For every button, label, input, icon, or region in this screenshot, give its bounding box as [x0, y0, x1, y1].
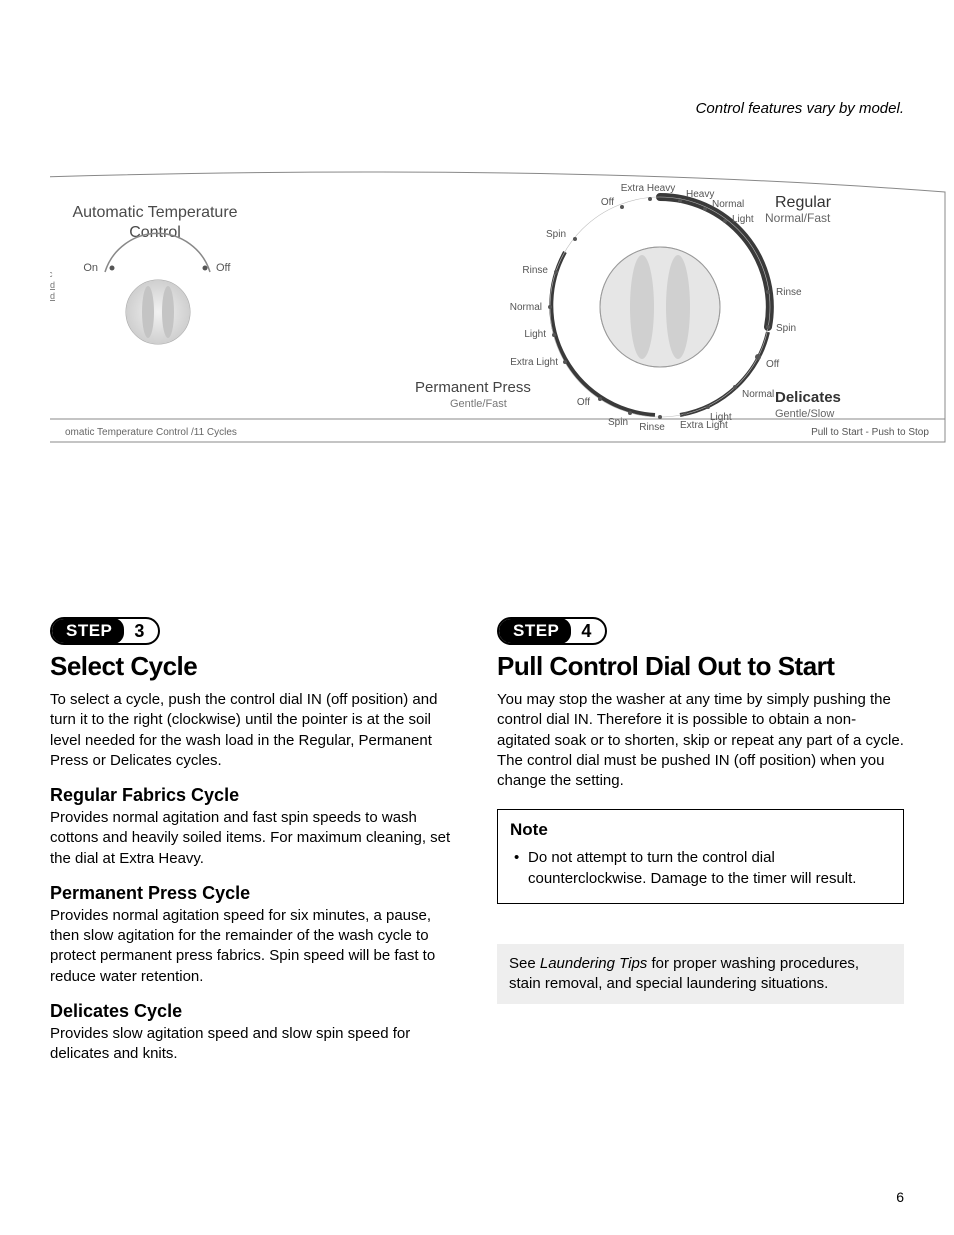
step3-badge: STEP 3 — [50, 617, 160, 645]
svg-text:Spin: Spin — [546, 229, 566, 240]
page-number: 6 — [896, 1189, 904, 1205]
step3-label: STEP — [52, 618, 124, 644]
pull-dial-title: Pull Control Dial Out to Start — [497, 651, 904, 682]
step3-number: 3 — [124, 621, 158, 642]
atc-title2: Control — [129, 224, 181, 241]
atc-footer: omatic Temperature Control /11 Cycles — [65, 427, 237, 438]
step4-column: STEP 4 Pull Control Dial Out to Start Yo… — [497, 617, 904, 1078]
step3-column: STEP 3 Select Cycle To select a cycle, p… — [50, 617, 457, 1078]
delicates-body: Provides slow agitation speed and slow s… — [50, 1024, 457, 1065]
note-heading: Note — [510, 820, 891, 840]
atc-title1: Automatic Temperature — [72, 204, 237, 221]
svg-text:Rinse: Rinse — [776, 287, 802, 298]
perm-sub: Gentle/Fast — [450, 398, 507, 410]
pull-push: Pull to Start - Push to Stop — [811, 427, 929, 438]
step4-badge: STEP 4 — [497, 617, 607, 645]
svg-text:Extra Heavy: Extra Heavy — [621, 183, 675, 194]
ref-em: Laundering Tips — [540, 955, 647, 972]
delicates-heading: Delicates Cycle — [50, 1001, 457, 1022]
delicates-title: Delicates — [775, 389, 841, 406]
regular-title: Regular — [775, 194, 832, 211]
svg-text:Off: Off — [577, 397, 590, 408]
top-note: Control features vary by model. — [50, 100, 904, 117]
atc-off: Off — [216, 262, 231, 274]
regular-sub: Normal/Fast — [765, 211, 831, 225]
svg-text:Spin: Spin — [608, 417, 628, 428]
permanent-press-heading: Permanent Press Cycle — [50, 883, 457, 904]
note-bullet: Do not attempt to turn the control dial … — [514, 848, 891, 889]
panel-svg: Automatic Temperature Control On Off c i… — [50, 157, 950, 477]
step4-number: 4 — [571, 621, 605, 642]
pull-dial-intro: You may stop the washer at any time by s… — [497, 690, 904, 791]
svg-text:Extra Light: Extra Light — [510, 357, 558, 368]
step4-label: STEP — [499, 618, 571, 644]
select-cycle-intro: To select a cycle, push the control dial… — [50, 690, 457, 771]
svg-text:Rinse: Rinse — [639, 422, 665, 433]
control-panel-diagram: Automatic Temperature Control On Off c i… — [50, 157, 904, 497]
svg-text:Spin: Spin — [776, 323, 796, 334]
svg-text:Normal: Normal — [510, 302, 542, 313]
svg-text:Light: Light — [732, 214, 754, 225]
regular-fabrics-body: Provides normal agitation and fast spin … — [50, 808, 457, 869]
atc-on: On — [83, 262, 98, 274]
svg-text:Light: Light — [524, 329, 546, 340]
svg-text:Extra Light: Extra Light — [680, 420, 728, 431]
perm-title: Permanent Press — [415, 379, 531, 396]
svg-text:Off: Off — [601, 197, 614, 208]
reference-box: See Laundering Tips for proper washing p… — [497, 944, 904, 1005]
svg-text:Off: Off — [766, 359, 779, 370]
regular-fabrics-heading: Regular Fabrics Cycle — [50, 785, 457, 806]
svg-text:c: c — [50, 269, 53, 279]
svg-text:Normal: Normal — [742, 389, 774, 400]
svg-text:Normal: Normal — [712, 199, 744, 210]
ref-pre: See — [509, 955, 540, 972]
delicates-sub: Gentle/Slow — [775, 408, 834, 420]
svg-text:id: id — [50, 291, 55, 301]
svg-text:Rinse: Rinse — [522, 265, 548, 276]
svg-text:id: id — [50, 280, 55, 290]
select-cycle-title: Select Cycle — [50, 651, 457, 682]
permanent-press-body: Provides normal agitation speed for six … — [50, 906, 457, 987]
note-box: Note Do not attempt to turn the control … — [497, 809, 904, 904]
svg-text:Heavy: Heavy — [686, 189, 714, 200]
